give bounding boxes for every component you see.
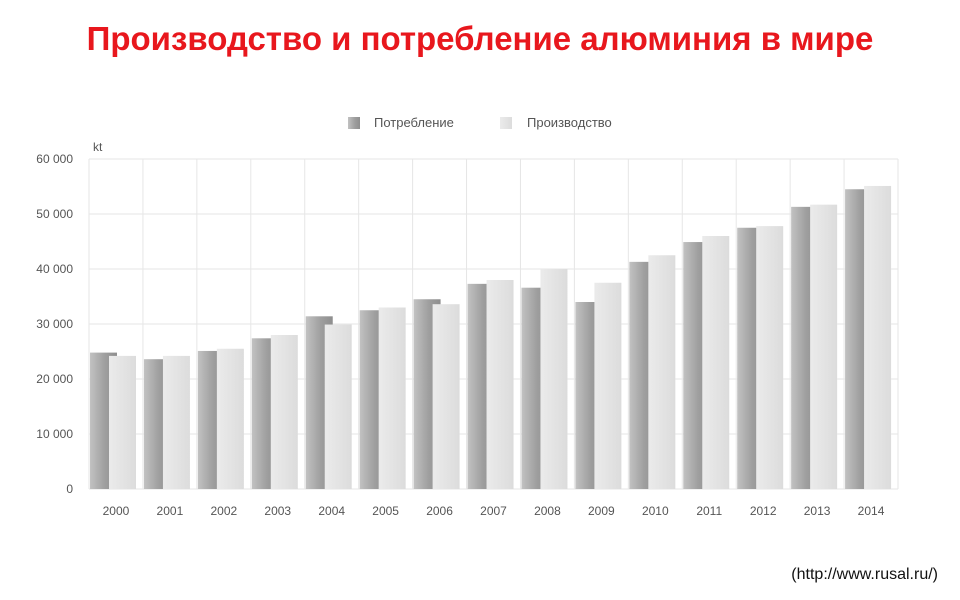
- bar-production-2010: [648, 255, 676, 489]
- bar-production-2004: [324, 324, 352, 489]
- bars: [90, 185, 892, 489]
- x-tick-label: 2009: [588, 504, 615, 518]
- y-tick-label: 30 000: [36, 317, 73, 331]
- bar-production-2002: [216, 348, 244, 489]
- x-tick-label: 2004: [318, 504, 345, 518]
- bar-production-2014: [864, 185, 892, 489]
- bar-production-2003: [270, 335, 298, 489]
- legend-label-consumption: Потребление: [374, 115, 454, 130]
- x-tick-label: 2010: [642, 504, 669, 518]
- legend: Потребление Производство: [348, 115, 612, 130]
- legend-swatch-production: [500, 117, 512, 129]
- x-tick-label: 2014: [858, 504, 885, 518]
- bar-production-2005: [378, 307, 406, 489]
- x-tick-label: 2008: [534, 504, 561, 518]
- page-title: Производство и потребление алюминия в ми…: [86, 20, 874, 57]
- y-tick-label: 50 000: [36, 207, 73, 221]
- legend-swatch-consumption: [348, 117, 360, 129]
- x-tick-label: 2002: [210, 504, 237, 518]
- bar-production-2007: [486, 280, 514, 489]
- x-tick-label: 2003: [264, 504, 291, 518]
- y-tick-label: 60 000: [36, 152, 73, 166]
- y-tick-label: 0: [66, 482, 73, 496]
- x-tick-label: 2000: [103, 504, 130, 518]
- y-axis: 0 10 000 20 000 30 000 40 000 50 000 60 000: [36, 152, 73, 496]
- legend-label-production: Производство: [527, 115, 612, 130]
- x-tick-label: 2012: [750, 504, 777, 518]
- x-tick-label: 2001: [157, 504, 184, 518]
- x-axis: 2000 2001 2002 2003 2004 2005 2006 2007 2008 2009…: [103, 504, 885, 518]
- x-tick-label: 2007: [480, 504, 507, 518]
- bar-production-2000: [109, 355, 136, 489]
- x-tick-label: 2011: [696, 504, 722, 518]
- y-tick-label: 40 000: [36, 262, 73, 276]
- source-link: (http://www.rusal.ru/): [791, 566, 938, 583]
- y-axis-unit: kt: [93, 140, 103, 154]
- bar-production-2006: [432, 304, 460, 489]
- x-tick-label: 2005: [372, 504, 399, 518]
- x-tick-label: 2013: [804, 504, 831, 518]
- y-tick-label: 20 000: [36, 372, 73, 386]
- x-tick-label: 2006: [426, 504, 453, 518]
- bar-production-2012: [756, 226, 784, 489]
- bar-production-2008: [540, 269, 568, 489]
- bar-production-2013: [810, 204, 838, 489]
- y-tick-label: 10 000: [36, 427, 73, 441]
- bar-production-2001: [162, 355, 190, 489]
- bar-production-2011: [702, 236, 730, 489]
- bar-production-2009: [594, 282, 622, 489]
